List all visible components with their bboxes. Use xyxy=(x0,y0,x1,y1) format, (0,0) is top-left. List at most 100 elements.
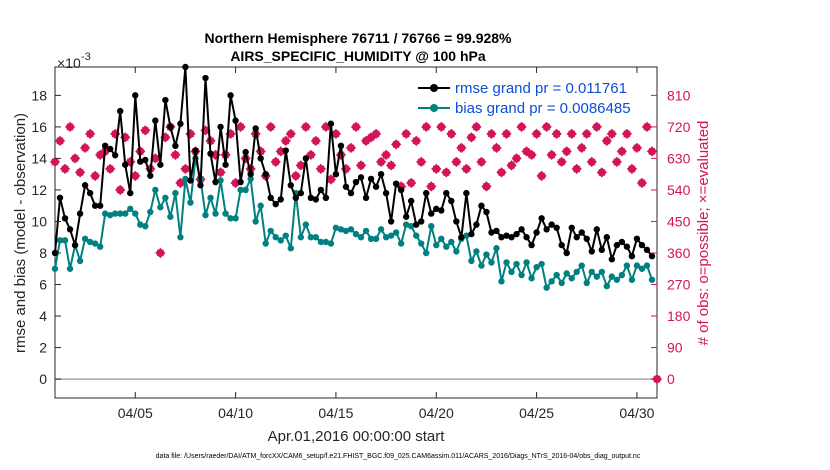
legend: rmse grand pr = 0.011761 bias grand pr =… xyxy=(418,80,631,117)
bias-series-point xyxy=(282,232,289,239)
plot-area xyxy=(54,66,658,399)
bias-series-point xyxy=(327,240,335,247)
bias-series-point xyxy=(51,265,59,272)
rmse-series-point xyxy=(237,178,244,186)
bias-series-point xyxy=(122,210,129,217)
rmse-series-point xyxy=(518,226,525,233)
obs-count-marker xyxy=(270,156,281,168)
obs-count-marker xyxy=(300,121,311,133)
rmse-series-point xyxy=(76,210,84,217)
obs-count-marker xyxy=(370,128,382,140)
bias-series-point xyxy=(132,210,139,217)
rmse-series-point xyxy=(142,156,149,164)
rmse-series-point xyxy=(147,172,154,179)
bias-series-point xyxy=(453,248,460,255)
bias-series-point xyxy=(593,273,600,280)
obs-count-marker xyxy=(90,170,101,182)
rmse-series-point xyxy=(392,180,400,187)
obs-count-marker xyxy=(235,121,246,133)
obs-count-marker xyxy=(350,121,362,133)
bias-series-point xyxy=(252,218,259,225)
obs-count-marker xyxy=(105,163,116,175)
rmse-series-point xyxy=(468,230,475,238)
bias-series-point xyxy=(498,278,505,285)
obs-count-marker xyxy=(115,184,126,196)
obs-count-marker xyxy=(375,156,387,168)
bias-series-point xyxy=(448,238,455,246)
bias-series-point xyxy=(588,268,595,276)
obs-count-marker xyxy=(506,160,517,171)
y-tick-label: 2 xyxy=(39,340,47,356)
obs-count-marker xyxy=(49,156,61,168)
bias-series-point xyxy=(91,240,99,247)
rmse-series-point xyxy=(202,74,209,82)
rmse-series-point xyxy=(543,226,550,233)
bias-series-point xyxy=(277,237,284,244)
bias-series-point xyxy=(463,232,470,239)
bias-series-point xyxy=(137,221,144,228)
rmse-series-point xyxy=(523,234,530,241)
rmse-series-point xyxy=(132,92,139,99)
obs-count-marker xyxy=(641,121,653,133)
y-tick-label: 14 xyxy=(31,150,47,166)
rmse-series-point xyxy=(347,189,355,197)
obs-count-marker xyxy=(84,128,96,140)
rmse-series-point xyxy=(498,234,505,241)
bias-series-point xyxy=(227,215,234,222)
rmse-series-point xyxy=(453,218,460,225)
x-tick-label: 04/30 xyxy=(619,405,654,421)
x-tick-label: 04/25 xyxy=(519,405,554,421)
bias-series-point xyxy=(578,262,585,269)
bias-series-point xyxy=(548,278,555,285)
y-axis-label: rmse and bias (model - observation) xyxy=(12,113,29,353)
rmse-series-point xyxy=(86,189,94,197)
obs-count-marker xyxy=(501,128,512,140)
rmse-series-point xyxy=(633,235,641,243)
obs-count-marker xyxy=(140,125,151,136)
rmse-series-point xyxy=(222,161,229,168)
rmse-series-point xyxy=(618,238,626,246)
rmse-series-point xyxy=(443,189,450,197)
obs-count-marker xyxy=(486,128,497,140)
rmse-series-point xyxy=(106,145,114,153)
bias-series-point xyxy=(613,276,621,283)
rmse-series-point xyxy=(508,234,515,241)
rmse-series-point xyxy=(81,182,89,189)
obs-count-marker xyxy=(215,167,226,178)
rmse-series-point xyxy=(628,252,636,260)
obs-count-marker xyxy=(265,121,276,133)
rmse-series-point xyxy=(287,182,294,189)
rmse-series-point xyxy=(553,224,560,231)
rmse-series-point xyxy=(352,178,360,186)
bias-series-point xyxy=(112,210,119,217)
rmse-series-point xyxy=(433,205,440,213)
rmse-series-point xyxy=(598,246,606,254)
bias-series-point xyxy=(382,234,390,241)
rmse-series-point xyxy=(438,207,445,214)
rmse-series-point xyxy=(96,202,104,209)
obs-count-marker xyxy=(411,135,422,147)
bias-series-point xyxy=(638,265,646,272)
bias-series-point xyxy=(117,210,124,217)
obs-count-marker xyxy=(456,142,467,154)
obs-count-marker xyxy=(406,177,417,189)
bias-series-point xyxy=(533,263,540,271)
bias-series-point xyxy=(493,245,500,252)
rmse-series-point xyxy=(493,227,500,235)
obs-count-marker xyxy=(426,181,437,192)
bias-series-point xyxy=(513,260,520,268)
bias-series-point xyxy=(583,279,590,287)
bias-series-point xyxy=(212,210,219,217)
obs-count-marker xyxy=(441,167,452,178)
obs-count-marker xyxy=(310,135,321,147)
rmse-series-point xyxy=(503,232,510,239)
bias-series-point xyxy=(518,271,525,279)
bias-series-point xyxy=(568,275,575,282)
obs-count-marker xyxy=(461,163,472,175)
obs-count-marker xyxy=(526,149,537,161)
obs-count-marker xyxy=(571,163,582,175)
bias-series-point xyxy=(342,227,350,235)
bias-series-point xyxy=(397,240,405,247)
bias-series-point xyxy=(623,262,631,269)
rmse-series-point xyxy=(372,183,380,190)
